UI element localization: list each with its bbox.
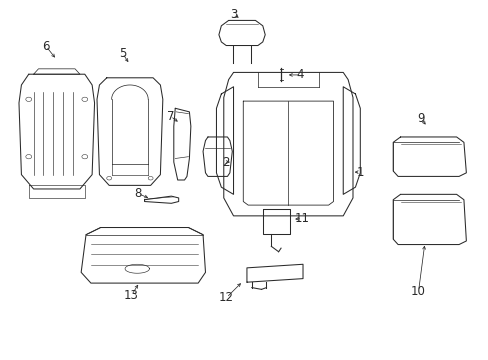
Text: 4: 4 bbox=[296, 68, 304, 81]
Text: 10: 10 bbox=[410, 285, 425, 298]
Text: 7: 7 bbox=[166, 110, 174, 123]
Text: 12: 12 bbox=[219, 291, 233, 304]
Text: 11: 11 bbox=[294, 212, 309, 225]
Text: 5: 5 bbox=[119, 47, 126, 60]
Text: 2: 2 bbox=[221, 156, 229, 168]
Text: 9: 9 bbox=[416, 112, 424, 125]
Text: 13: 13 bbox=[123, 289, 139, 302]
Text: 6: 6 bbox=[42, 40, 50, 53]
Text: 8: 8 bbox=[134, 187, 142, 200]
Text: 3: 3 bbox=[230, 8, 237, 21]
Text: 1: 1 bbox=[356, 166, 364, 179]
